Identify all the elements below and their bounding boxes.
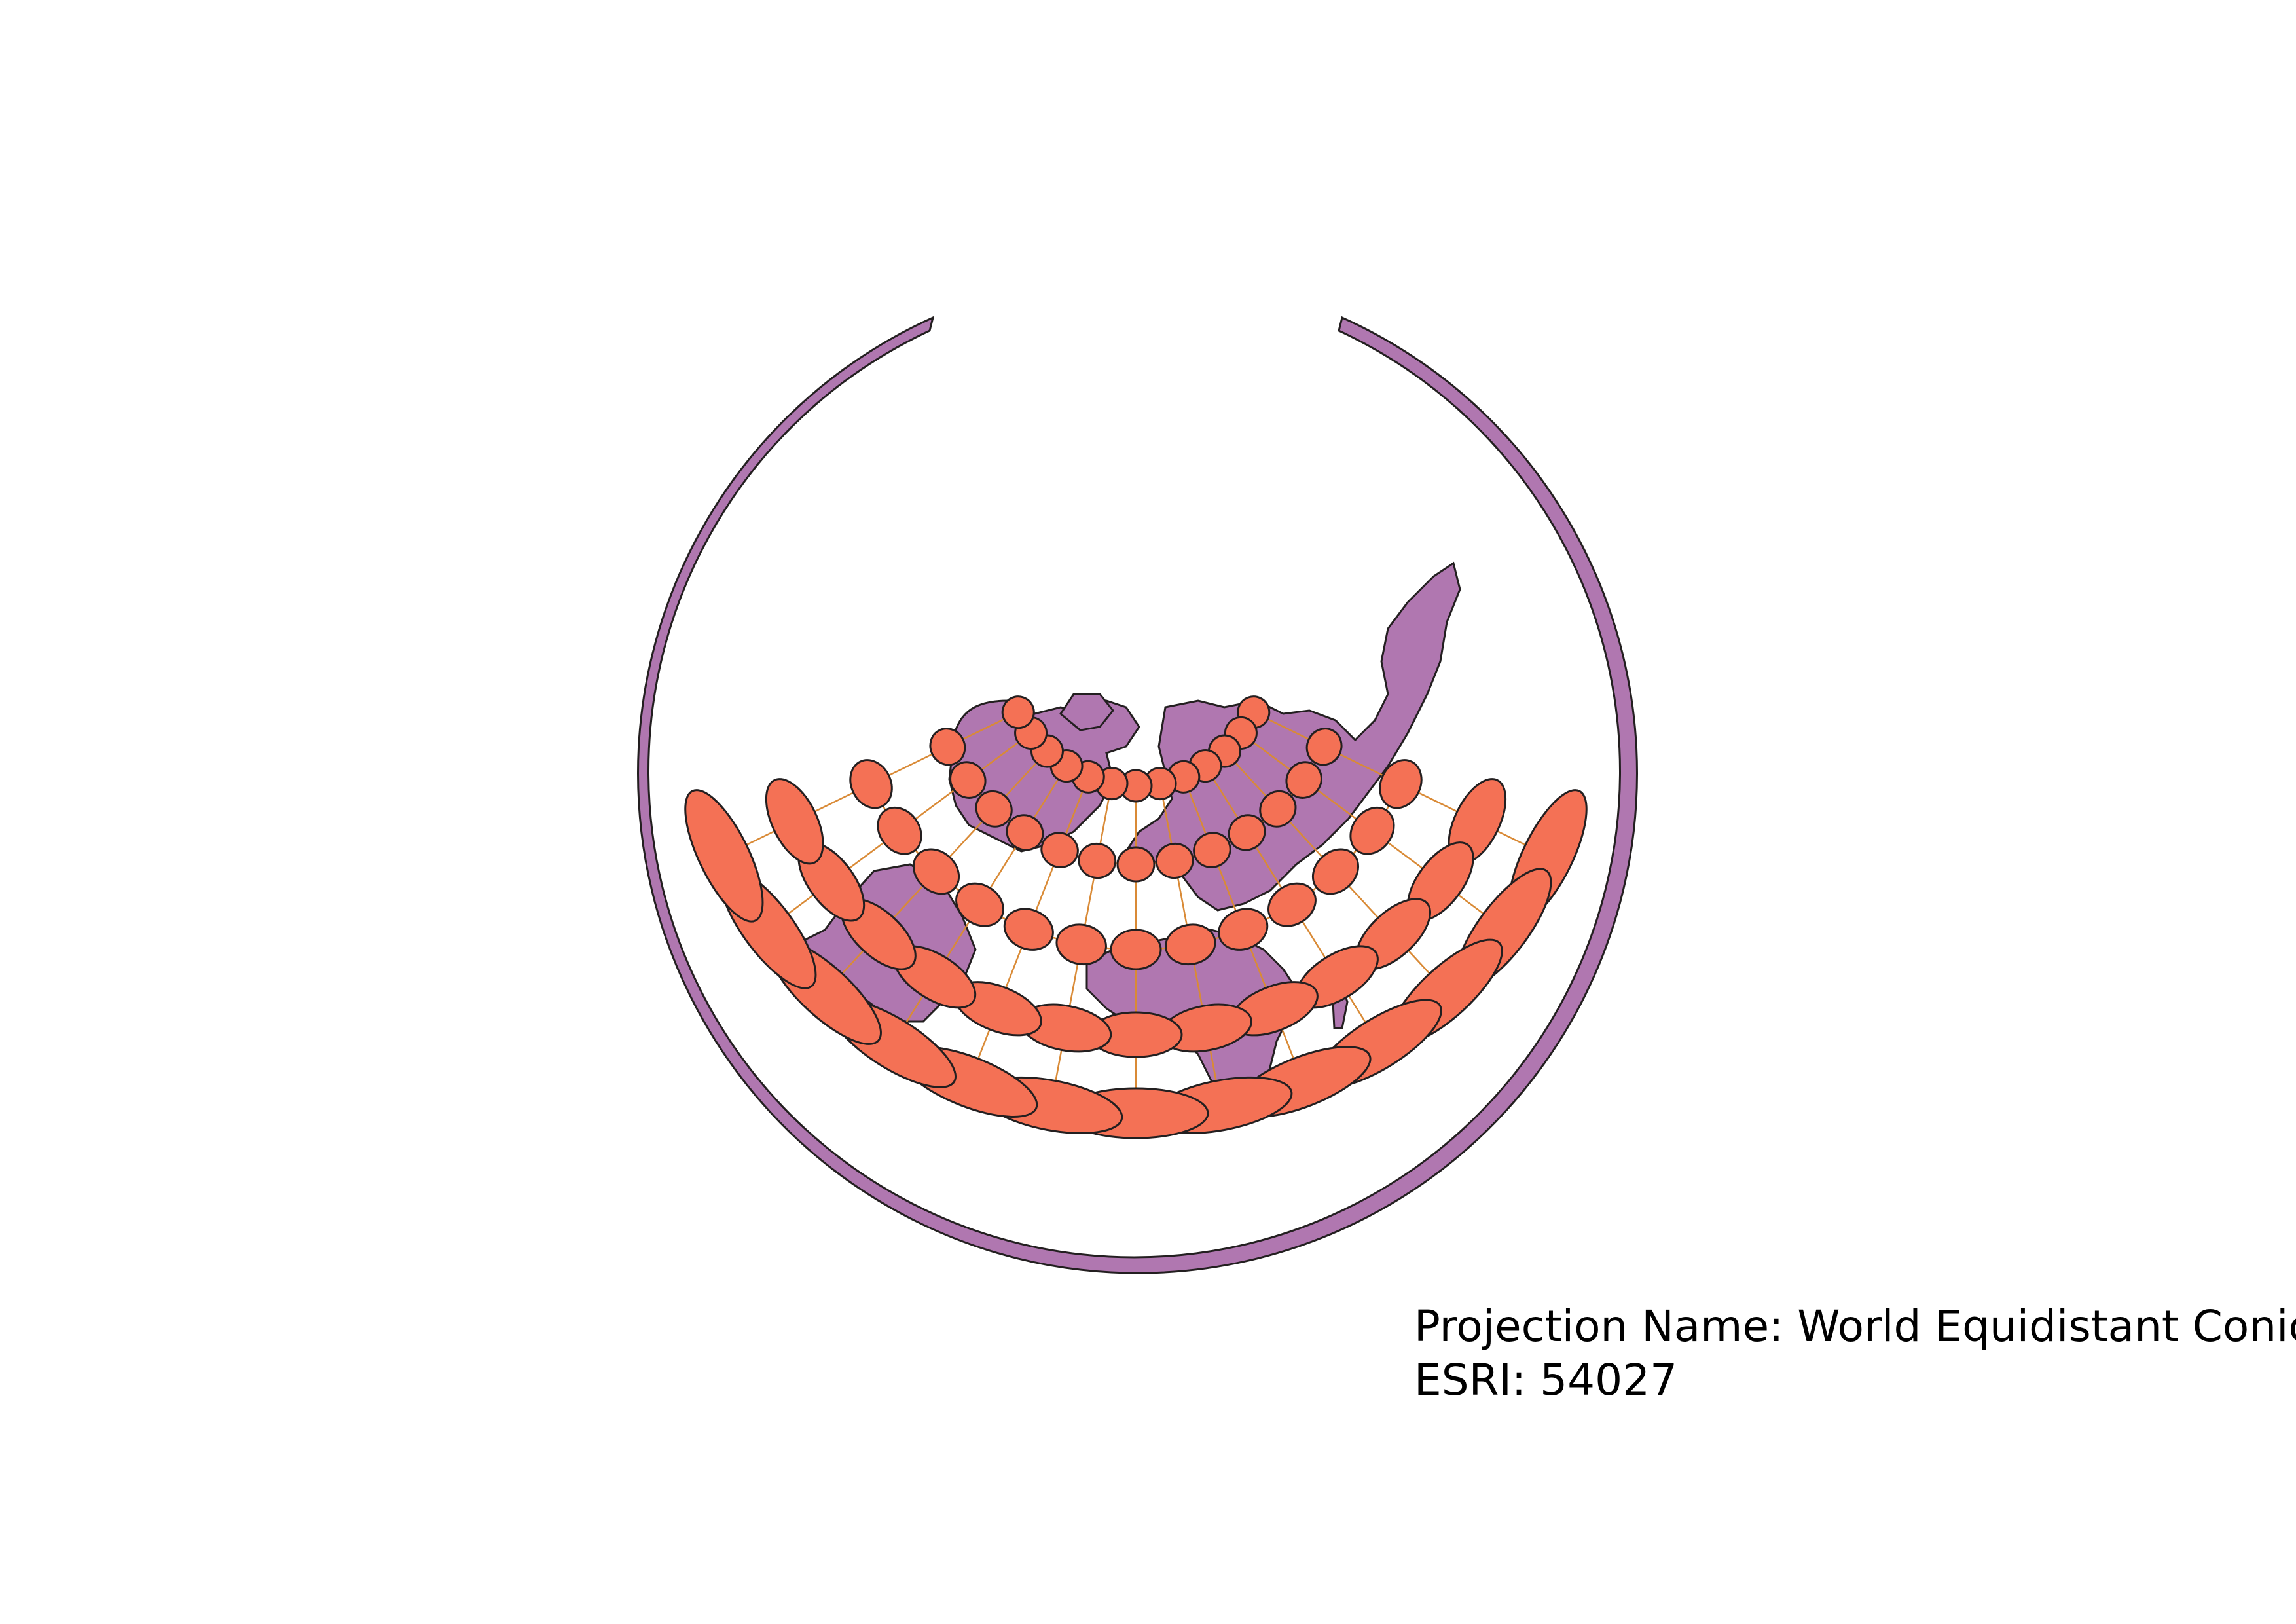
tissot-ellipse — [1078, 842, 1117, 879]
tissot-ellipse — [1218, 908, 1269, 951]
map-caption: Projection Name: World Equidistant Conic… — [1414, 1300, 2296, 1407]
tissot-ellipse — [1155, 842, 1194, 879]
tissot-ellipse — [1006, 814, 1044, 851]
tissot-ellipse — [1040, 832, 1079, 868]
tissot-ellipse — [1165, 923, 1216, 966]
tissot-ellipse — [765, 778, 824, 865]
tissot-ellipse — [1305, 728, 1343, 766]
tissot-ellipse — [1267, 882, 1317, 927]
tissot-ellipse — [877, 806, 922, 855]
projection-code-text: ESRI: 54027 — [1414, 1355, 1678, 1405]
tissot-ellipse — [1379, 759, 1423, 809]
tissot-layer — [684, 695, 1588, 1139]
tissot-ellipse — [1349, 806, 1395, 855]
tissot-ellipse — [1228, 814, 1266, 851]
tissot-ellipse — [929, 728, 966, 766]
tissot-ellipse — [1285, 761, 1322, 799]
greenland — [1059, 693, 1114, 731]
antarctica-ring — [637, 316, 1638, 1274]
tissot-ellipse — [849, 759, 893, 809]
tissot-ellipse — [1001, 695, 1035, 729]
tissot-ellipse — [975, 790, 1013, 828]
tissot-ellipse — [1259, 790, 1297, 828]
tissot-ellipse — [1193, 832, 1231, 868]
projection-name-text: Projection Name: World Equidistant Conic — [1414, 1301, 2296, 1352]
tissot-ellipse — [684, 789, 764, 923]
tissot-ellipse — [1116, 846, 1156, 883]
tissot-ellipse — [949, 761, 987, 799]
tissot-ellipse — [1003, 908, 1054, 951]
tissot-ellipse — [912, 848, 960, 895]
tissot-ellipse — [1110, 929, 1162, 970]
tissot-ellipse — [1055, 923, 1107, 966]
tissot-ellipse — [1311, 848, 1360, 895]
tissot-ellipse — [955, 882, 1004, 927]
